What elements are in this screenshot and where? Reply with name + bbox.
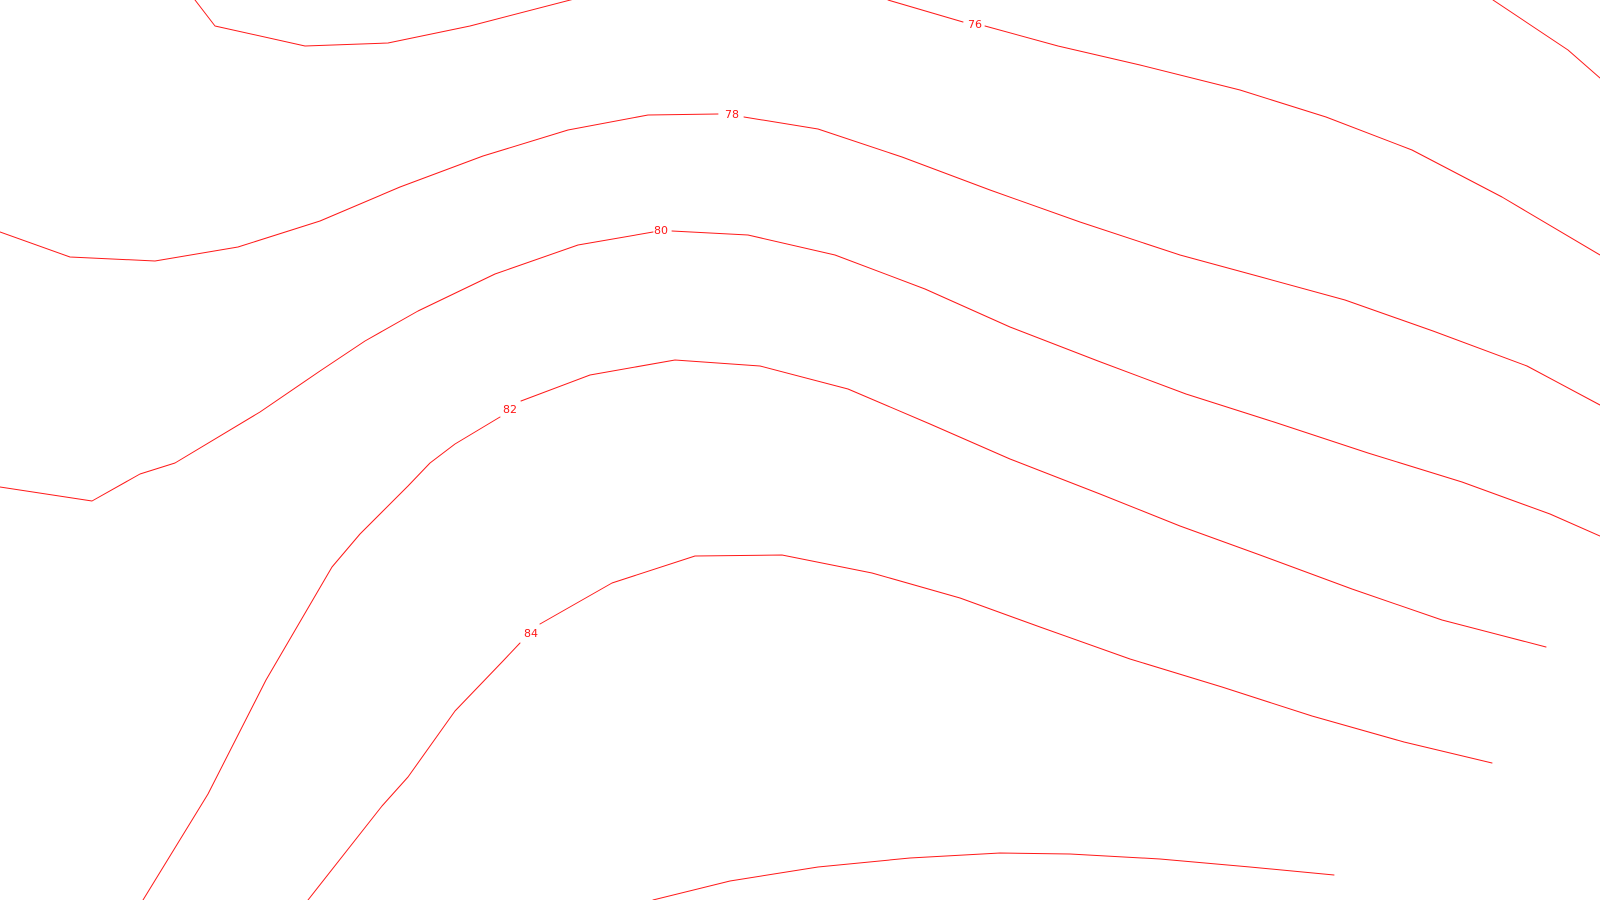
contour-label-82: 82 bbox=[503, 403, 517, 416]
contour-line-76 bbox=[887, 0, 1600, 256]
contour-line-82 bbox=[142, 359, 1547, 900]
contour-label-76: 76 bbox=[968, 18, 982, 31]
contour-label-84: 84 bbox=[524, 627, 538, 640]
contour-line-74-east bbox=[1492, 0, 1600, 79]
contour-line-78 bbox=[0, 113, 1600, 406]
contour-line-80 bbox=[0, 230, 1600, 537]
contour-label-80: 80 bbox=[654, 224, 668, 237]
contour-line-74-west bbox=[194, 0, 573, 47]
contour-line-86 bbox=[652, 852, 1335, 900]
contour-label-78: 78 bbox=[725, 108, 739, 121]
contour-line-84 bbox=[307, 554, 1493, 900]
